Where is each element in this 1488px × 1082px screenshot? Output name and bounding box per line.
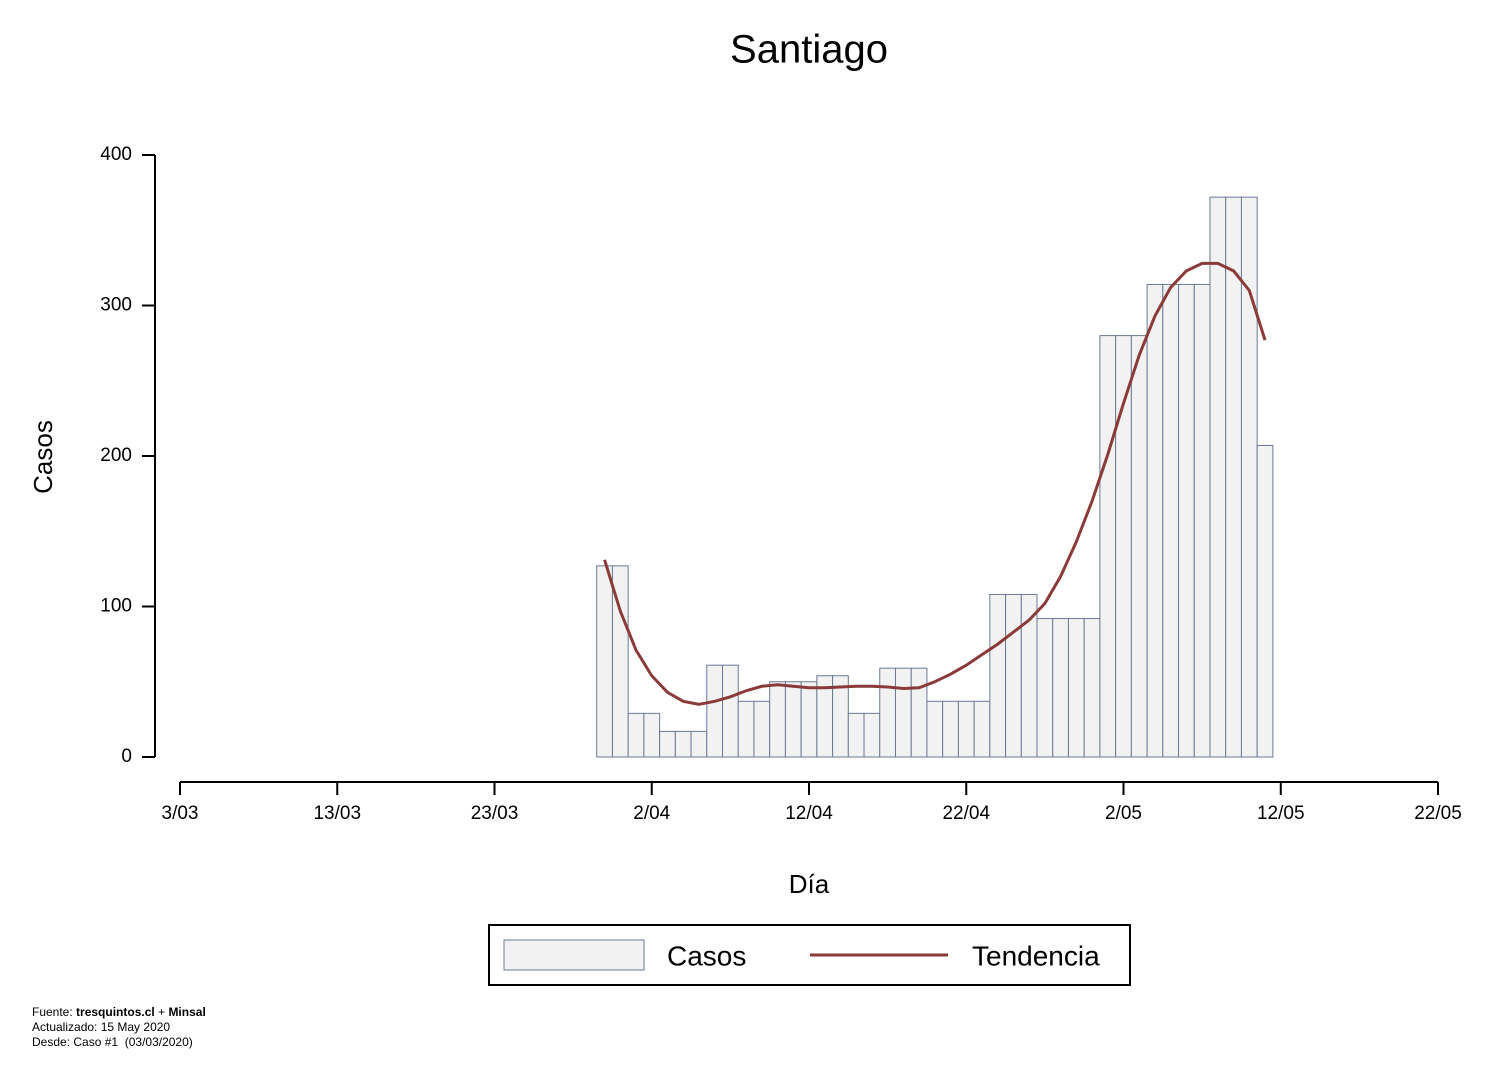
bar: [1146, 283, 1164, 758]
x-tick-label: 12/04: [785, 803, 833, 824]
bar: [611, 565, 629, 758]
legend-label: Casos: [667, 940, 746, 971]
bar: [722, 664, 739, 758]
footer-text: Fuente:: [32, 1005, 73, 1019]
bar: [1240, 196, 1258, 758]
chart-title: Santiago: [730, 28, 888, 72]
y-tick-label: 0: [121, 746, 132, 767]
bar: [863, 712, 881, 758]
trend-line: [603, 261, 1267, 706]
footer-text: Minsal: [168, 1005, 205, 1019]
bar: [973, 700, 991, 758]
y-tick-label: 200: [100, 445, 132, 466]
bar: [989, 593, 1007, 758]
y-axis-title: Casos: [28, 420, 58, 494]
x-tick-label: 23/03: [471, 803, 519, 824]
x-tick-label: 2/04: [633, 803, 670, 824]
footer-source: Fuente: tresquintos.cl + Minsal: [32, 1005, 206, 1019]
bar: [659, 730, 676, 758]
bar: [1083, 618, 1101, 758]
y-tick-label: 400: [100, 144, 132, 165]
x-tick-label: 13/03: [313, 803, 361, 824]
footer-text: tresquintos.cl: [76, 1005, 155, 1019]
bar: [753, 700, 771, 758]
bar: [690, 730, 708, 758]
bar: [1130, 335, 1148, 758]
x-axis-title: Día: [789, 869, 830, 899]
bar: [1225, 196, 1242, 758]
bar: [894, 667, 912, 758]
bar: [1067, 618, 1085, 758]
bar: [910, 667, 928, 758]
bar: [957, 700, 975, 758]
footer-text: Desde: Caso #1 (03/03/2020): [32, 1035, 193, 1049]
x-tick-label: 22/04: [942, 803, 990, 824]
bar: [627, 712, 645, 758]
legend-swatch: [503, 939, 645, 971]
x-tick-label: 22/05: [1414, 803, 1462, 824]
bar: [800, 681, 818, 758]
bar: [1178, 283, 1195, 758]
x-tick-label: 2/05: [1105, 803, 1142, 824]
bar: [1099, 335, 1117, 758]
bar: [596, 565, 613, 758]
bar: [942, 700, 959, 758]
y-tick-label: 100: [100, 596, 132, 617]
bar: [784, 681, 802, 758]
bar: [1036, 618, 1054, 758]
bar: [1256, 444, 1274, 758]
x-tick-label: 3/03: [162, 803, 199, 824]
footer-text: Actualizado: 15 May 2020: [32, 1020, 170, 1034]
bar: [737, 700, 755, 758]
bar: [1193, 283, 1211, 758]
bar: [1209, 196, 1227, 758]
footer-text: +: [158, 1005, 165, 1019]
legend-label: Tendencia: [972, 940, 1100, 971]
bar: [643, 712, 661, 758]
bar: [1052, 618, 1069, 758]
bar: [706, 664, 724, 758]
y-tick-label: 300: [100, 295, 132, 316]
bar: [926, 700, 944, 758]
bar: [847, 712, 865, 758]
bar: [879, 667, 896, 758]
x-tick-label: 12/05: [1257, 803, 1305, 824]
bar: [1005, 593, 1022, 758]
bar: [769, 681, 786, 758]
bar: [1162, 283, 1180, 758]
bar: [674, 730, 692, 758]
